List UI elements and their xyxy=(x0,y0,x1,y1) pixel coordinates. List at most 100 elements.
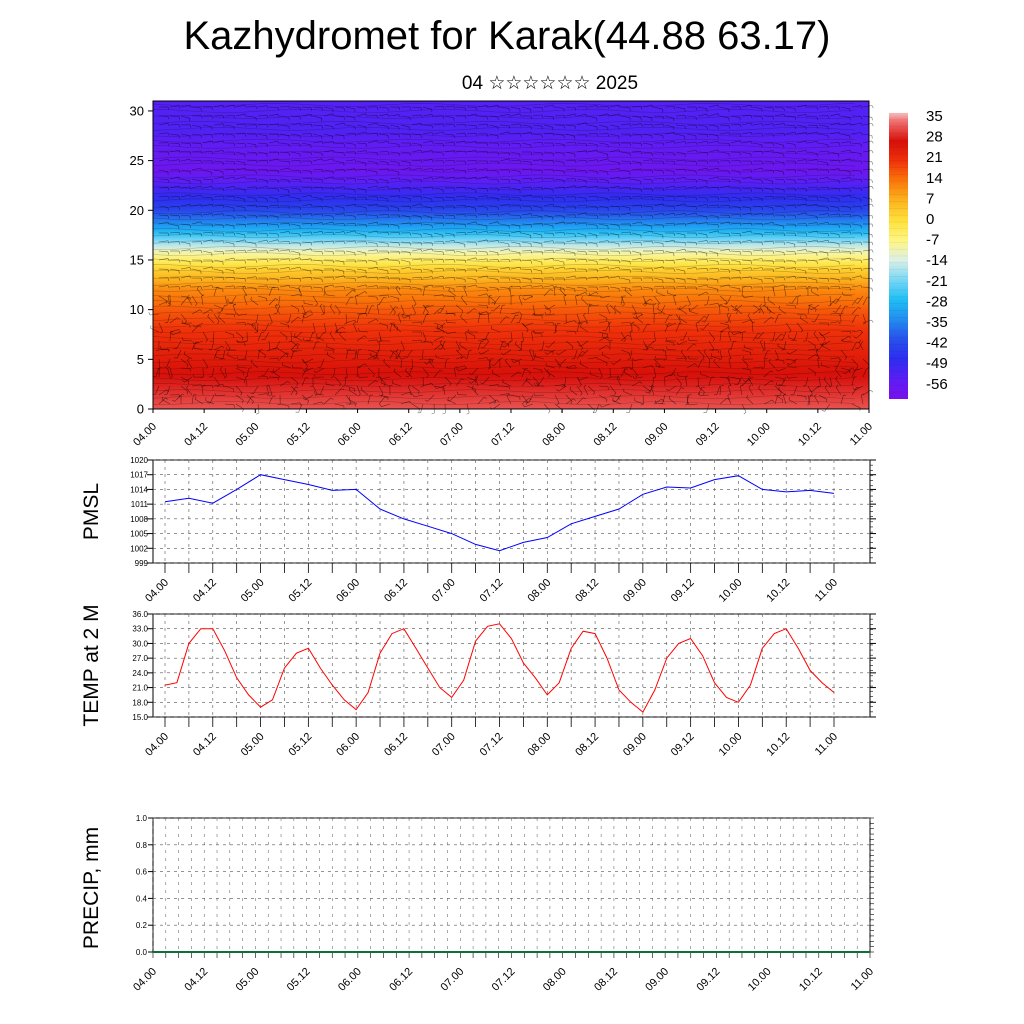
wind-barb xyxy=(290,151,300,154)
wind-barb xyxy=(730,160,741,162)
wind-barb xyxy=(609,124,619,128)
wind-barb xyxy=(169,317,178,324)
wind-barb-flag xyxy=(596,159,599,163)
y-tick-label: 1002 xyxy=(130,544,148,553)
wind-barb-flag xyxy=(222,176,225,180)
wind-barb xyxy=(180,169,190,172)
wind-barb xyxy=(697,124,707,127)
wind-barb-flag xyxy=(178,277,181,281)
wind-barb-flag xyxy=(447,396,449,401)
wind-barb xyxy=(169,214,180,216)
wind-barb xyxy=(752,106,762,109)
isotherm-line xyxy=(152,258,856,262)
wind-barb-flag xyxy=(588,303,591,307)
wind-barb xyxy=(356,142,367,145)
wind-barb xyxy=(422,367,429,376)
wind-barb xyxy=(471,367,479,375)
wind-barb xyxy=(686,343,694,351)
wind-barb-flag xyxy=(761,258,764,262)
wind-barb-flag xyxy=(379,375,382,379)
wind-barb-flag xyxy=(218,314,220,318)
wind-barb xyxy=(356,268,366,271)
wind-barb-flag xyxy=(497,240,500,244)
wind-barb xyxy=(180,133,190,136)
wind-barb xyxy=(499,223,509,226)
wind-barb xyxy=(532,376,540,384)
wind-barb xyxy=(510,331,513,341)
wind-barb-flag xyxy=(358,349,362,351)
wind-barb xyxy=(719,295,727,303)
wind-barb xyxy=(235,266,245,270)
wind-barb xyxy=(466,331,476,337)
wind-barb xyxy=(378,385,384,395)
wind-barb xyxy=(378,133,388,136)
wind-barb xyxy=(268,340,271,351)
wind-barb-flag xyxy=(519,311,522,315)
wind-barb-flag xyxy=(794,151,797,155)
wind-barb-flag xyxy=(541,251,543,255)
wind-barb xyxy=(642,104,652,108)
wind-barb xyxy=(378,186,388,189)
wind-barb-flag xyxy=(348,387,351,391)
wind-barb-flag xyxy=(860,232,863,236)
wind-barb-flag xyxy=(614,305,616,309)
wind-barb xyxy=(631,322,640,329)
wind-barb-flag xyxy=(244,168,247,172)
wind-barb-flag xyxy=(772,260,774,264)
wind-barb xyxy=(554,286,556,297)
wind-barb-flag xyxy=(442,268,445,272)
wind-barb-flag xyxy=(189,186,192,190)
wind-barb-flag xyxy=(728,384,732,387)
wind-barb xyxy=(587,169,597,172)
wind-barb-flag xyxy=(698,392,701,396)
wind-barb xyxy=(213,150,223,153)
wind-barb xyxy=(304,367,314,372)
wind-barb xyxy=(191,250,202,252)
wind-barb-flag xyxy=(446,319,448,323)
wind-barb xyxy=(345,313,348,323)
wind-barb-flag xyxy=(431,125,434,129)
wind-barb-flag xyxy=(838,234,840,238)
wind-barb-flag xyxy=(387,258,390,262)
wind-barb xyxy=(367,241,377,244)
wind-barb xyxy=(301,123,312,126)
wind-barb xyxy=(400,160,410,163)
wind-barb xyxy=(455,177,465,180)
wind-barb xyxy=(675,241,686,243)
wind-barb-flag xyxy=(814,345,816,349)
wind-barb xyxy=(796,150,806,153)
wind-barb xyxy=(290,277,301,279)
wind-barb-flag xyxy=(353,321,356,325)
wind-barb-flag xyxy=(343,107,345,111)
wind-barb xyxy=(706,295,710,305)
wind-barb xyxy=(730,286,740,290)
wind-barb xyxy=(345,349,356,351)
wind-barb xyxy=(543,169,554,171)
wind-barb xyxy=(202,140,212,144)
y-tick-label: 1014 xyxy=(130,485,148,494)
wind-barb-flag xyxy=(871,223,874,227)
wind-barb-flag xyxy=(827,115,830,119)
wind-barb-flag xyxy=(639,381,643,384)
wind-barb xyxy=(851,151,861,154)
wind-barb xyxy=(741,222,752,225)
wind-barb-flag xyxy=(305,365,308,369)
wind-barb xyxy=(400,277,410,280)
wind-barb-flag xyxy=(332,113,335,117)
wind-barb xyxy=(400,151,410,154)
wind-barb xyxy=(601,336,611,342)
wind-barb xyxy=(547,304,556,310)
wind-barb xyxy=(565,159,576,162)
wind-barb xyxy=(422,114,432,117)
wind-barb-flag xyxy=(583,384,587,388)
wind-barb xyxy=(272,371,281,378)
wind-barb-flag xyxy=(182,337,184,341)
wind-barb xyxy=(411,203,421,207)
wind-barb xyxy=(703,351,710,360)
wind-barb-flag xyxy=(339,331,342,335)
wind-barb xyxy=(814,313,820,323)
wind-barb xyxy=(664,323,669,333)
wind-barb xyxy=(235,142,246,145)
wind-barb xyxy=(345,142,355,145)
wind-barb-flag xyxy=(742,379,746,382)
